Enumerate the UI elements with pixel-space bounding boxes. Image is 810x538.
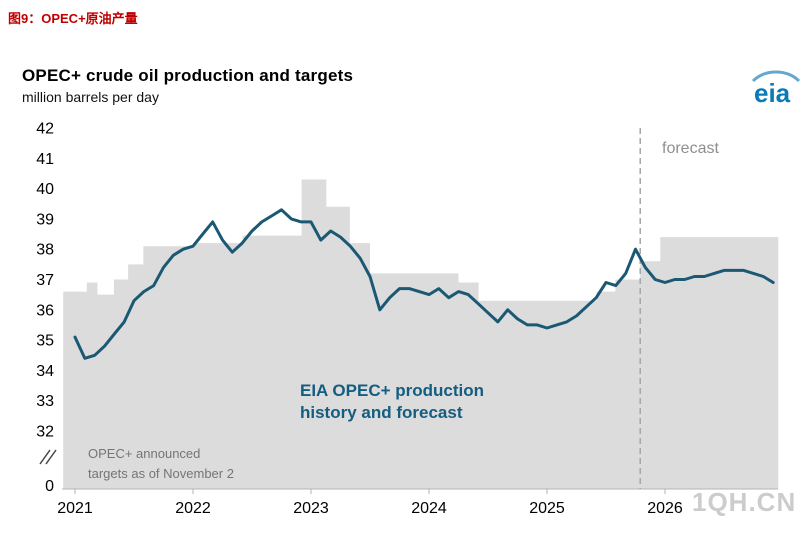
- y-zero-label: 0: [45, 478, 54, 495]
- eia-logo: eia: [748, 68, 804, 115]
- y-tick-label: 34: [36, 363, 54, 380]
- production-annotation-line1: EIA OPEC+ production: [300, 381, 485, 400]
- eia-logo-graphic: eia: [751, 70, 801, 108]
- y-tick-label: 33: [36, 393, 54, 410]
- y-tick-label: 37: [36, 272, 54, 289]
- targets-annotation-line2: targets as of November 2: [88, 466, 234, 481]
- watermark: 1QH.CN: [692, 487, 797, 517]
- y-tick-label: 35: [36, 333, 54, 350]
- targets-annotation: OPEC+ announced targets as of November 2: [88, 444, 234, 484]
- y-tick-label: 41: [36, 151, 54, 168]
- axis-break-mark: [39, 449, 51, 465]
- y-tick-label: 32: [36, 424, 54, 441]
- x-tick-label: 2024: [411, 500, 447, 517]
- chart-subtitle: million barrels per day: [22, 89, 159, 105]
- figure-caption: 图9：OPEC+原油产量: [8, 11, 138, 26]
- y-tick-label: 36: [36, 302, 54, 319]
- targets-annotation-line1: OPEC+ announced: [88, 446, 201, 461]
- x-tick-label: 2023: [293, 500, 329, 517]
- y-tick-label: 40: [36, 181, 54, 198]
- eia-logo-swoosh-icon: [751, 70, 801, 83]
- x-tick-label: 2026: [647, 500, 683, 517]
- x-tick-label: 2021: [57, 500, 93, 517]
- targets-area: [63, 179, 779, 489]
- y-tick-label: 39: [36, 211, 54, 228]
- chart-title: OPEC+ crude oil production and targets: [22, 66, 354, 85]
- axis-break-mark: [45, 449, 57, 465]
- y-tick-label: 38: [36, 242, 54, 259]
- y-tick-label: 42: [36, 121, 54, 138]
- production-line: [73, 208, 775, 360]
- forecast-label: forecast: [662, 140, 719, 157]
- x-tick-label: 2025: [529, 500, 565, 517]
- eia-logo-text: eia: [754, 78, 791, 108]
- production-annotation-line2: history and forecast: [300, 403, 463, 422]
- production-annotation: EIA OPEC+ production history and forecas…: [300, 380, 484, 424]
- x-tick-label: 2022: [175, 500, 211, 517]
